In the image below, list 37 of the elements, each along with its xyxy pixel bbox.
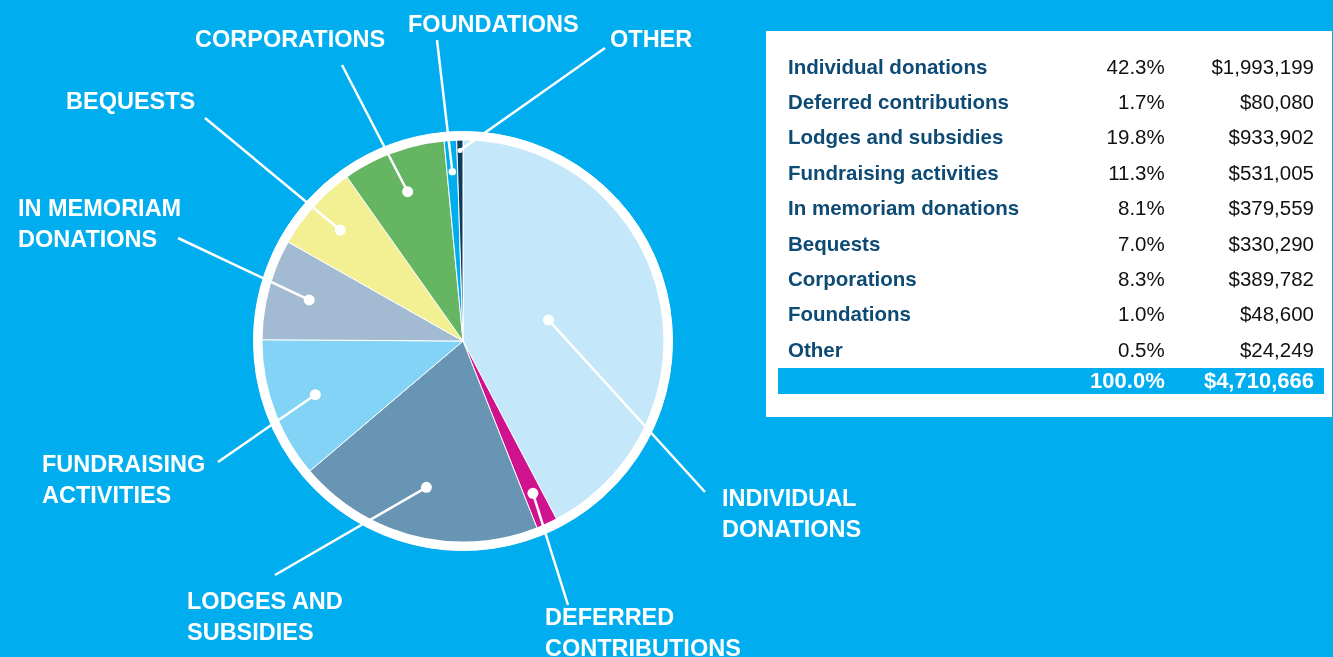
- text: $48,600: [1238, 301, 1315, 328]
- text: 11.3%: [1107, 159, 1166, 186]
- slice-label: FOUNDATIONS: [408, 10, 579, 39]
- slice-label: CORPORATIONS: [195, 25, 386, 54]
- text: Bequests: [787, 230, 882, 257]
- slice-label: LODGES AND SUBSIDIES: [187, 587, 344, 647]
- text: Corporations: [787, 266, 918, 293]
- text: In memoriam donations: [787, 195, 1021, 222]
- text: Foundations: [787, 301, 912, 328]
- text: 19.8%: [1105, 124, 1166, 151]
- text: $389,782: [1227, 266, 1315, 293]
- text: $379,559: [1227, 195, 1315, 222]
- text: 42.3%: [1105, 53, 1166, 80]
- slice-label: INDIVIDUAL DONATIONS: [722, 484, 863, 544]
- text: Fundraising activities: [787, 159, 1000, 186]
- text: $531,005: [1227, 159, 1315, 186]
- text: 8.3%: [1117, 266, 1166, 293]
- text: Lodges and subsidies: [787, 124, 1005, 151]
- total-row-strip: 100.0% $4,710,666: [778, 367, 1324, 394]
- text: Other: [787, 336, 844, 363]
- text: $330,290: [1227, 230, 1315, 257]
- slice-label: OTHER: [610, 25, 693, 54]
- slice-label: BEQUESTS: [66, 87, 196, 116]
- slice-label: IN MEMORIAM DONATIONS: [18, 194, 183, 254]
- text: Deferred contributions: [787, 89, 1010, 116]
- slice-label: FUNDRAISING ACTIVITIES: [42, 450, 207, 510]
- text: $80,080: [1238, 89, 1315, 116]
- slice-label: DEFERRED CONTRIBUTIONS: [545, 603, 742, 657]
- text: $933,902: [1227, 124, 1315, 151]
- text: 1.0%: [1117, 301, 1166, 328]
- text: $24,249: [1238, 336, 1315, 363]
- text: 8.1%: [1117, 195, 1166, 222]
- text: Individual donations: [787, 53, 989, 80]
- text: $1,993,199: [1210, 53, 1315, 80]
- text: 0.5%: [1117, 336, 1166, 363]
- text: 7.0%: [1117, 230, 1166, 257]
- text: 1.7%: [1117, 89, 1166, 116]
